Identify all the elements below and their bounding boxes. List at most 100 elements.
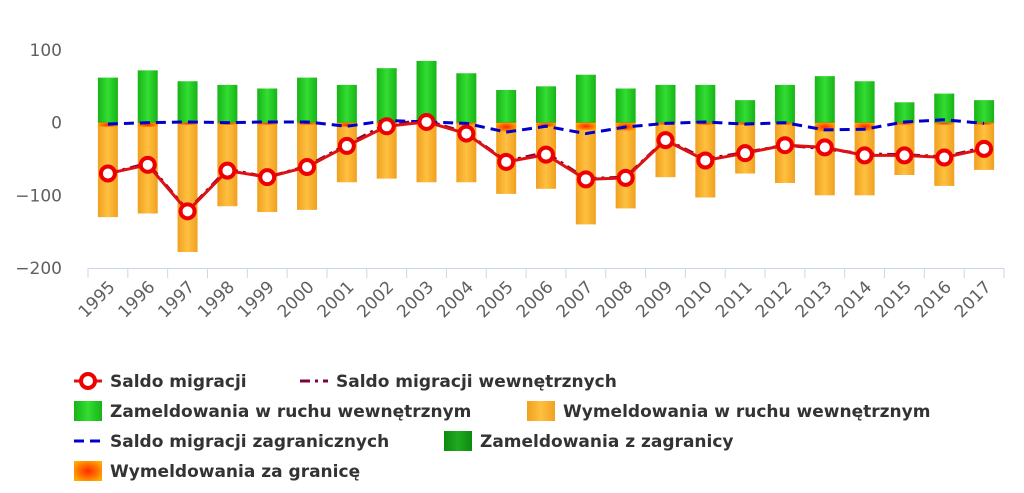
bar-zameldowania-z-zagranicy-1995 [97, 121, 118, 123]
bar-wymeldowania-za-granice-2005 [496, 122, 517, 132]
y-tick-label: 0 [51, 114, 62, 134]
legend-label: Wymeldowania w ruchu wewnętrznym [563, 402, 930, 422]
y-tick-label: 100 [30, 41, 62, 61]
bar-zameldowania-z-zagranicy-2011 [735, 121, 756, 123]
bar-zameldowania-w-ruchu-wewnetrznym-2006 [536, 86, 556, 123]
x-tick-label: 2013 [792, 277, 837, 322]
marker-saldo-migracji-2010 [696, 151, 715, 170]
legend-item-saldo-migracji-zagranicznych[interactable]: Saldo migracji zagranicznych [74, 432, 389, 452]
legend-label: Saldo migracji zagranicznych [110, 432, 389, 452]
legend-item-wymeldowania-za-granice[interactable]: Wymeldowania za granicę [74, 461, 360, 482]
marker-saldo-migracji-1999 [258, 168, 277, 187]
legend-label: Saldo migracji wewnętrznych [336, 372, 617, 392]
marker-saldo-migracji-2006 [537, 145, 555, 164]
bar-wymeldowania-w-ruchu-wewnetrznym-2002 [376, 122, 397, 179]
bar-wymeldowania-w-ruchu-wewnetrznym-1997 [177, 122, 198, 253]
legend-label: Saldo migracji [110, 372, 247, 392]
x-tick-label: 1995 [75, 277, 120, 322]
marker-saldo-migracji-1995 [98, 164, 117, 183]
bar-zameldowania-w-ruchu-wewnetrznym-2011 [735, 100, 756, 123]
legend-item-saldo-migracji-wewnetrznych[interactable]: Saldo migracji wewnętrznych [300, 372, 617, 392]
x-tick-label: 2009 [632, 277, 677, 322]
y-tick-label: −200 [15, 259, 62, 279]
bar-zameldowania-w-ruchu-wewnetrznym-2007 [575, 74, 596, 123]
legend-item-zameldowania-w-ruchu-wewnetrznym[interactable]: Zameldowania w ruchu wewnętrznym [74, 401, 471, 422]
x-tick-label: 1996 [115, 277, 160, 322]
x-tick-label: 2004 [433, 277, 478, 322]
marker-saldo-migracji-2005 [497, 152, 516, 171]
legend: Saldo migracji Saldo migracji wewnętrznyc… [74, 372, 930, 482]
bar-wymeldowania-za-granice-2000 [297, 122, 318, 125]
legend-symbol-box [527, 401, 555, 421]
marker-saldo-migracji-1998 [218, 161, 237, 180]
bar-zameldowania-z-zagranicy-2005 [496, 121, 517, 123]
bar-zameldowania-w-ruchu-wewnetrznym-1995 [97, 77, 118, 123]
marker-saldo-migracji-2012 [775, 136, 794, 155]
bar-wymeldowania-za-granice-1999 [257, 122, 278, 125]
marker-saldo-migracji-1997 [178, 202, 197, 221]
x-tick-label: 2010 [672, 277, 717, 322]
bar-zameldowania-w-ruchu-wewnetrznym-2013 [814, 76, 835, 123]
bar-zameldowania-w-ruchu-wewnetrznym-2008 [615, 88, 636, 123]
x-tick-label: 2012 [752, 277, 797, 322]
bar-zameldowania-z-zagranicy-2007 [575, 121, 596, 123]
x-tick-label: 2000 [274, 277, 319, 322]
marker-saldo-migracji-2003 [417, 112, 436, 131]
series-markers [98, 112, 994, 221]
legend-item-zameldowania-z-zagranicy[interactable]: Zameldowania z zagranicy [444, 431, 734, 452]
bar-zameldowania-w-ruchu-wewnetrznym-2017 [974, 100, 995, 123]
marker-saldo-migracji-2017 [975, 139, 994, 158]
marker-saldo-migracji-2002 [377, 117, 396, 136]
x-tick-label: 2005 [473, 277, 518, 322]
marker-saldo-migracji-2009 [656, 131, 675, 150]
bar-wymeldowania-za-granice-2016 [934, 122, 955, 125]
bar-zameldowania-w-ruchu-wewnetrznym-2003 [416, 60, 437, 123]
bar-zameldowania-z-zagranicy-2008 [615, 121, 636, 123]
legend-symbol-box [74, 461, 102, 481]
x-tick-label: 1999 [234, 277, 279, 322]
x-tick-label: 2002 [353, 277, 398, 322]
marker-saldo-migracji-2000 [298, 157, 317, 176]
marker-saldo-migracji-2001 [337, 136, 356, 155]
bar-wymeldowania-w-ruchu-wewnetrznym-2013 [814, 122, 835, 196]
bar-zameldowania-z-zagranicy-1999 [257, 121, 278, 123]
legend-item-wymeldowania-w-ruchu-wewnetrznym[interactable]: Wymeldowania w ruchu wewnętrznym [527, 401, 930, 422]
x-tick-label: 2016 [911, 277, 956, 322]
bar-wymeldowania-za-granice-2014 [854, 122, 875, 131]
x-tick-label: 2007 [553, 277, 598, 322]
bar-zameldowania-w-ruchu-wewnetrznym-2001 [336, 84, 357, 123]
legend-label: Zameldowania w ruchu wewnętrznym [110, 402, 471, 422]
line-saldo-migracji-zagranicznych [107, 118, 985, 136]
x-tick-label: 2006 [513, 277, 558, 322]
marker-saldo-migracji-2016 [935, 148, 954, 167]
bar-zameldowania-w-ruchu-wewnetrznym-1999 [257, 88, 278, 123]
legend-label: Wymeldowania za granicę [110, 462, 360, 482]
x-tick-label: 2017 [951, 277, 996, 322]
bar-zameldowania-z-zagranicy-1997 [177, 121, 198, 123]
marker-saldo-migracji-2015 [895, 146, 914, 165]
marker-saldo-migracji-2008 [616, 168, 635, 187]
bar-wymeldowania-za-granice-2013 [814, 122, 835, 132]
bar-wymeldowania-za-granice-1997 [177, 122, 198, 125]
bar-wymeldowania-za-granice-2017 [974, 122, 995, 125]
marker-saldo-migracji-2011 [736, 144, 755, 163]
x-tick-label: 1997 [154, 277, 199, 322]
legend-symbol-box [444, 431, 472, 451]
bar-wymeldowania-za-granice-2010 [695, 122, 716, 125]
marker-saldo-migracji-2014 [855, 146, 874, 165]
bar-wymeldowania-w-ruchu-wewnetrznym-2008 [615, 122, 636, 209]
bar-zameldowania-w-ruchu-wewnetrznym-2010 [695, 84, 716, 123]
bar-zameldowania-w-ruchu-wewnetrznym-2005 [496, 89, 517, 123]
bar-zameldowania-w-ruchu-wewnetrznym-2009 [655, 84, 676, 123]
marker-saldo-migracji-1996 [138, 155, 157, 174]
legend-label: Zameldowania z zagranicy [480, 432, 734, 452]
bar-wymeldowania-za-granice-2001 [336, 122, 357, 128]
bar-wymeldowania-w-ruchu-wewnetrznym-1999 [257, 122, 278, 213]
bar-zameldowania-z-zagranicy-2001 [336, 121, 357, 123]
bar-wymeldowania-w-ruchu-wewnetrznym-2009 [655, 122, 676, 178]
legend-item-saldo-migracji[interactable]: Saldo migracji [74, 372, 247, 392]
bar-wymeldowania-za-granice-2007 [575, 122, 596, 130]
bar-zameldowania-w-ruchu-wewnetrznym-2002 [376, 68, 397, 123]
